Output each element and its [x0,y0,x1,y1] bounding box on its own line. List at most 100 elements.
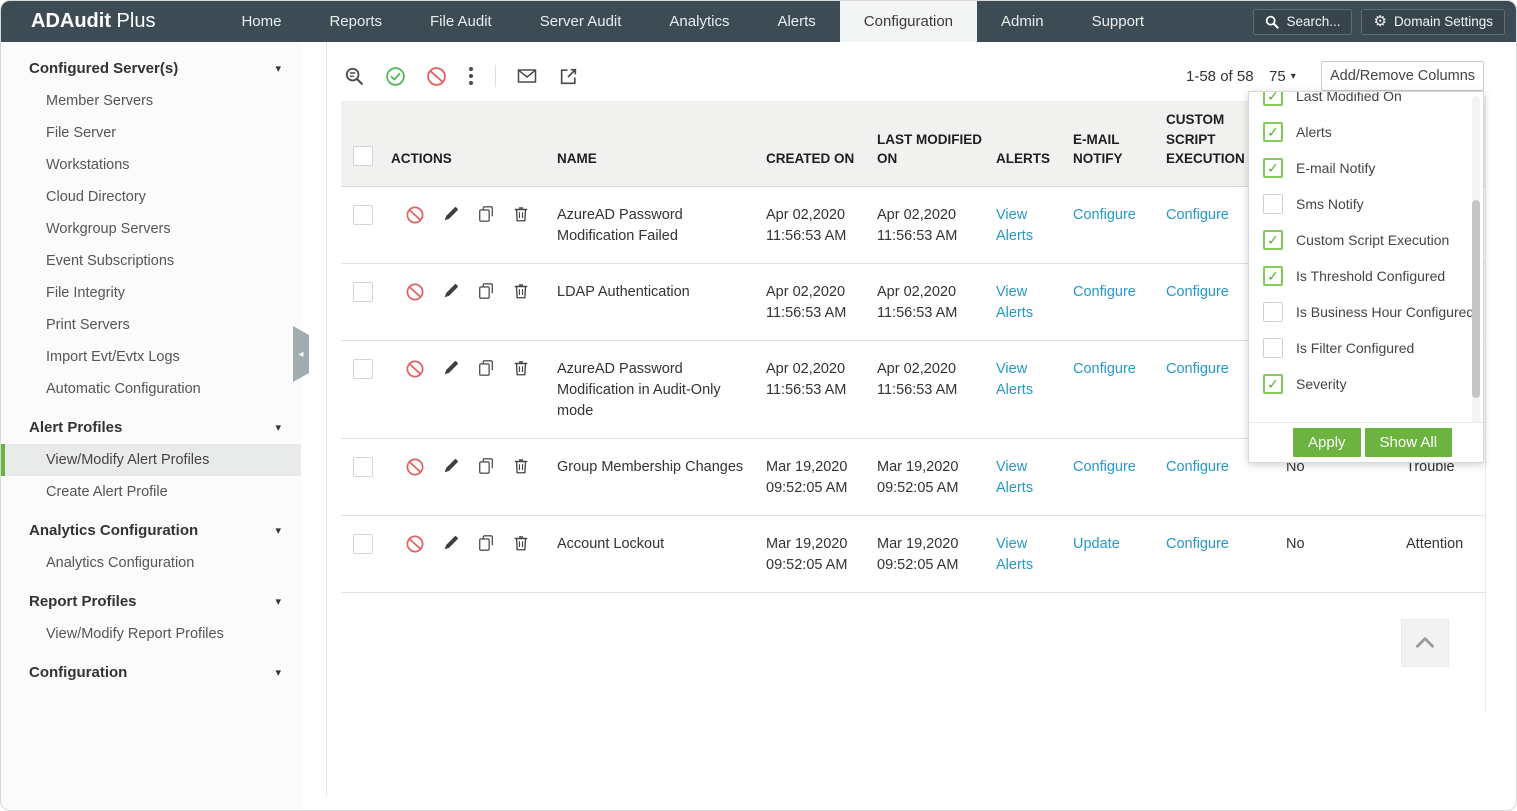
copy-icon[interactable] [477,282,495,300]
sidebar-collapse-handle[interactable]: ◂ [293,326,309,382]
sidebar-item-analytics-configuration[interactable]: Analytics Configuration [46,555,195,571]
row-checkbox[interactable] [353,282,373,303]
view-alerts-link[interactable]: View Alerts [996,536,1034,574]
delete-trash-icon[interactable] [512,457,530,475]
sidebar-item-view-modify-alert-profiles[interactable]: View/Modify Alert Profiles [1,444,301,476]
export-icon[interactable] [558,66,579,87]
sidebar-item-cloud-directory[interactable]: Cloud Directory [46,189,146,205]
column-option-severity[interactable]: Severity [1249,366,1483,402]
sidebar-item-view-modify-report-profiles[interactable]: View/Modify Report Profiles [46,626,224,642]
checkbox[interactable] [1263,158,1283,178]
custom-script-link[interactable]: Configure [1166,459,1229,476]
sidebar-item-print-servers[interactable]: Print Servers [46,317,130,333]
sidebar-section-alert-profiles[interactable]: Alert Profiles ▾ [1,411,301,444]
delete-trash-icon[interactable] [512,359,530,377]
delete-trash-icon[interactable] [512,282,530,300]
checkbox[interactable] [1263,374,1283,394]
row-checkbox[interactable] [353,457,373,478]
disable-block-icon[interactable] [405,282,425,302]
nav-item-admin[interactable]: Admin [1001,13,1044,30]
column-option-last-modified-on[interactable]: Last Modified On [1249,92,1483,114]
edit-pencil-icon[interactable] [442,282,460,300]
nav-item-reports[interactable]: Reports [329,13,382,30]
column-option-custom-script-execution[interactable]: Custom Script Execution [1249,222,1483,258]
page-size-selector[interactable]: 75 ▾ [1269,61,1296,91]
disable-block-icon[interactable] [405,534,425,554]
edit-pencil-icon[interactable] [442,205,460,223]
disable-block-icon[interactable] [405,359,425,379]
email-notify-link[interactable]: Configure [1073,361,1136,378]
custom-script-link[interactable]: Configure [1166,284,1229,301]
sidebar-item-create-alert-profile[interactable]: Create Alert Profile [46,484,168,500]
email-icon[interactable] [516,65,538,87]
sidebar-item-import-evt-logs[interactable]: Import Evt/Evtx Logs [46,349,180,365]
show-all-button[interactable]: Show All [1364,428,1453,457]
copy-icon[interactable] [477,457,495,475]
dropdown-scrollbar-thumb[interactable] [1472,200,1480,398]
sidebar-section-configured-servers[interactable]: Configured Server(s) ▾ [1,52,301,85]
nav-item-home[interactable]: Home [241,13,282,30]
custom-script-link[interactable]: Configure [1166,207,1229,223]
filter-search-icon[interactable] [344,66,365,87]
email-notify-link[interactable]: Update [1073,536,1120,553]
edit-pencil-icon[interactable] [442,534,460,552]
custom-script-link[interactable]: Configure [1166,536,1229,553]
edit-pencil-icon[interactable] [442,359,460,377]
row-checkbox[interactable] [353,534,373,555]
email-notify-link[interactable]: Configure [1073,459,1136,476]
apply-button[interactable]: Apply [1293,428,1361,457]
delete-trash-icon[interactable] [512,534,530,552]
view-alerts-link[interactable]: View Alerts [996,284,1034,322]
sidebar-item-file-integrity[interactable]: File Integrity [46,285,125,301]
sidebar-section-analytics-configuration[interactable]: Analytics Configuration ▾ [1,514,301,547]
nav-item-server-audit[interactable]: Server Audit [539,13,622,30]
sidebar-item-automatic-configuration[interactable]: Automatic Configuration [46,381,201,397]
add-remove-columns-button[interactable]: Add/Remove Columns [1321,61,1484,91]
disable-block-icon[interactable] [426,66,447,87]
view-alerts-link[interactable]: View Alerts [996,459,1034,497]
checkbox[interactable] [1263,230,1283,250]
checkbox[interactable] [1263,266,1283,286]
copy-icon[interactable] [477,359,495,377]
enable-check-icon[interactable] [385,66,406,87]
column-option-is-threshold-configured[interactable]: Is Threshold Configured [1249,258,1483,294]
checkbox[interactable] [1263,194,1283,214]
checkbox[interactable] [1263,122,1283,142]
select-all-checkbox[interactable] [353,146,373,167]
sidebar-section-configuration[interactable]: Configuration ▾ [1,656,301,689]
view-alerts-link[interactable]: View Alerts [996,361,1034,399]
domain-settings-button[interactable]: ⚙ Domain Settings [1361,8,1505,35]
global-search[interactable]: Search... [1253,8,1353,35]
nav-item-analytics[interactable]: Analytics [669,13,730,30]
nav-item-file-audit[interactable]: File Audit [430,13,492,30]
column-option-alerts[interactable]: Alerts [1249,114,1483,150]
nav-item-alerts[interactable]: Alerts [777,13,816,30]
email-notify-link[interactable]: Configure [1073,207,1136,223]
column-option-email-notify[interactable]: E-mail Notify [1249,150,1483,186]
app-logo[interactable]: ADAudit Plus [31,10,155,33]
row-checkbox[interactable] [353,205,373,225]
sidebar-item-workstations[interactable]: Workstations [46,157,130,173]
custom-script-link[interactable]: Configure [1166,361,1229,378]
scroll-to-top-button[interactable] [1401,619,1449,667]
email-notify-link[interactable]: Configure [1073,284,1136,301]
checkbox[interactable] [1263,338,1283,358]
sidebar-section-report-profiles[interactable]: Report Profiles ▾ [1,585,301,618]
checkbox[interactable] [1263,302,1283,322]
checkbox[interactable] [1263,92,1283,106]
row-checkbox[interactable] [353,359,373,380]
sidebar-item-member-servers[interactable]: Member Servers [46,93,154,109]
nav-item-configuration[interactable]: Configuration [839,1,978,42]
nav-item-support[interactable]: Support [1091,13,1145,30]
sidebar-item-file-server[interactable]: File Server [46,125,117,141]
column-option-is-filter-configured[interactable]: Is Filter Configured [1249,330,1483,366]
column-option-sms-notify[interactable]: Sms Notify [1249,186,1483,222]
column-option-is-business-hour-configured[interactable]: Is Business Hour Configured [1249,294,1483,330]
copy-icon[interactable] [477,205,495,223]
sidebar-item-event-subscriptions[interactable]: Event Subscriptions [46,253,175,269]
disable-block-icon[interactable] [405,205,425,225]
sidebar-item-workgroup-servers[interactable]: Workgroup Servers [46,221,171,237]
edit-pencil-icon[interactable] [442,457,460,475]
copy-icon[interactable] [477,534,495,552]
disable-block-icon[interactable] [405,457,425,477]
